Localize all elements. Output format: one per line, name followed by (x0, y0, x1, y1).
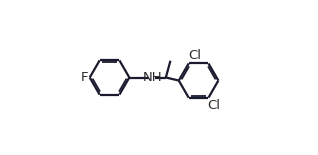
Text: F: F (81, 71, 88, 84)
Text: NH: NH (142, 71, 162, 84)
Text: Cl: Cl (208, 99, 221, 112)
Text: Cl: Cl (188, 49, 201, 62)
